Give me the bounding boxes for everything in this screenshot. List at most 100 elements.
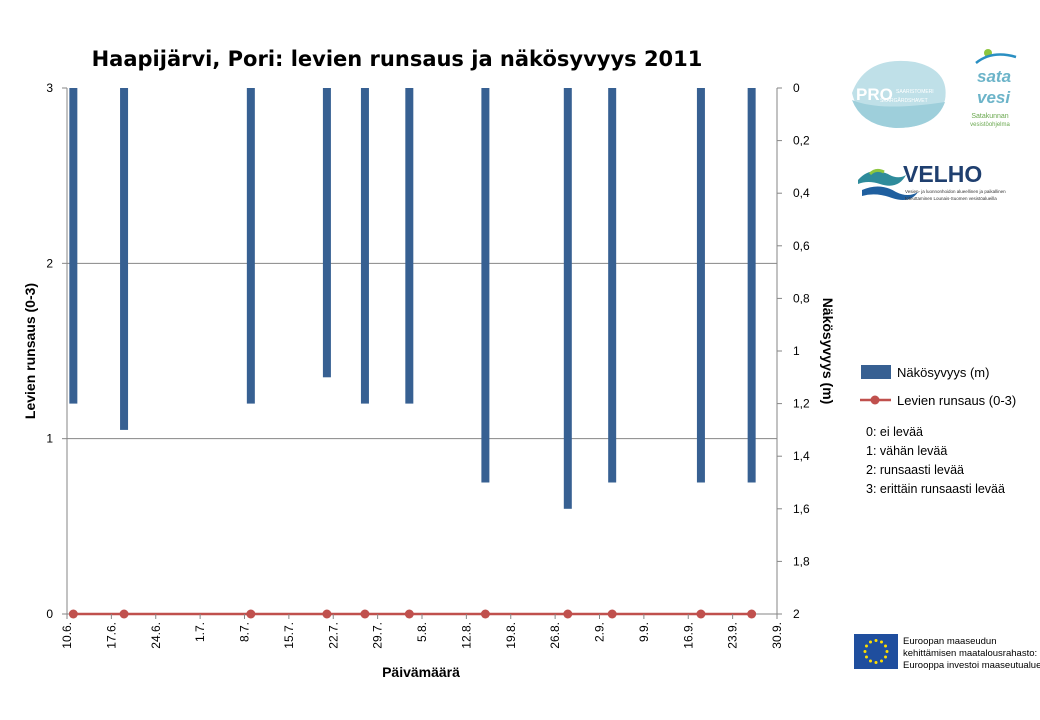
legend-bar-label: Näkösyvyys (m) — [897, 365, 989, 380]
satavesi-line2: vesi — [977, 88, 1011, 107]
x-tick-label: 22.7. — [326, 622, 340, 649]
bar-2 — [246, 88, 255, 404]
line-point-6 — [480, 609, 490, 619]
eu-star — [869, 659, 872, 663]
line-point-2 — [246, 609, 256, 619]
satavesi-line1: sata — [977, 67, 1011, 86]
note-3: 3: erittäin runsaasti levää — [866, 482, 1005, 496]
bar-4 — [360, 88, 369, 404]
bar-9 — [696, 88, 705, 483]
line-point-0 — [68, 609, 78, 619]
bar-5 — [405, 88, 414, 404]
y-right-tick-label: 1 — [793, 344, 800, 358]
velho-logo: VELHO Vesien- ja luonnonhoidon alueellin… — [858, 161, 1006, 201]
eu-star — [884, 644, 888, 648]
x-tick-label: 16.9. — [681, 622, 695, 649]
eu-star — [880, 659, 883, 663]
satavesi-line4: vesistöohjelma — [970, 122, 1010, 128]
line-point-3 — [322, 609, 332, 619]
legend: Näkösyvyys (m) Levien runsaus (0-3) — [860, 365, 1016, 408]
line-point-10 — [747, 609, 757, 619]
legend-line-marker — [870, 395, 880, 405]
y-left-tick-label: 1 — [46, 432, 53, 446]
eu-star — [884, 655, 888, 659]
y-axis-right-title: Näkösyvyys (m) — [820, 298, 836, 405]
y-axis-right: 0 0,2 0,4 0,6 0,8 1 1,2 1,4 1,6 1,8 2 — [777, 81, 810, 621]
x-tick-label: 1.7. — [193, 622, 207, 642]
eu-star — [869, 640, 872, 644]
x-axis: 10.6. 17.6. 24.6. 1.7. 8.7. 15.7. 22.7. 29.7. 5.… — [60, 614, 784, 649]
scale-notes: 0: ei levää 1: vähän levää 2: runsaasti … — [866, 425, 1005, 496]
eu-flag-stars — [863, 639, 889, 664]
plot-frame — [66, 88, 778, 615]
bar-1 — [120, 88, 129, 430]
eu-star — [874, 639, 878, 642]
x-tick-label: 10.6. — [60, 622, 74, 649]
x-tick-label: 30.9. — [770, 622, 784, 649]
eu-star — [863, 650, 867, 653]
bar-8 — [608, 88, 617, 483]
eu-fund-logo: Euroopan maaseudun kehittämisen maatalou… — [854, 634, 1040, 671]
y-right-tick-label: 1,6 — [793, 502, 810, 516]
gridlines — [67, 262, 777, 440]
x-tick-label: 9.9. — [637, 622, 651, 642]
y-right-tick-label: 2 — [793, 607, 800, 621]
velho-desc2: toteuttaminen Lounais-Suomen vesistöalue… — [905, 196, 997, 201]
x-tick-label: 23.9. — [726, 622, 740, 649]
bar-series — [69, 88, 756, 509]
y-right-tick-label: 1,2 — [793, 397, 810, 411]
eu-star — [864, 644, 868, 648]
eu-line1: Euroopan maaseudun — [903, 636, 997, 647]
y-left-tick-label: 0 — [46, 607, 53, 621]
satavesi-line3: Satakunnan — [971, 113, 1008, 120]
eu-line3: Eurooppa investoi maaseutualueisiin — [903, 660, 1040, 671]
eu-star — [885, 650, 889, 653]
line-point-9 — [696, 609, 706, 619]
x-tick-label: 26.8. — [548, 622, 562, 649]
pro-logo-text: PRO — [856, 85, 893, 104]
x-axis-title: Päivämäärä — [382, 664, 460, 680]
legend-bar-swatch — [861, 365, 891, 379]
x-tick-label: 2.9. — [593, 622, 607, 642]
y-axis-left-title: Levien runsaus (0-3) — [22, 283, 38, 419]
y-right-tick-label: 0,4 — [793, 186, 810, 200]
x-tick-label: 17.6. — [104, 622, 118, 649]
chart-title: Haapijärvi, Pori: levien runsaus ja näkö… — [92, 47, 703, 71]
bar-0 — [69, 88, 78, 404]
eu-line2: kehittämisen maatalousrahasto: — [903, 648, 1037, 659]
bar-7 — [563, 88, 572, 509]
y-left-tick-label: 3 — [46, 81, 53, 95]
x-tick-label: 19.8. — [504, 622, 518, 649]
velho-name: VELHO — [903, 161, 982, 187]
eu-star — [874, 661, 878, 664]
x-tick-label: 24.6. — [149, 622, 163, 649]
line-point-7 — [563, 609, 573, 619]
y-right-tick-label: 0,2 — [793, 134, 810, 148]
x-tick-label: 5.8. — [415, 622, 429, 642]
bar-6 — [481, 88, 490, 483]
y-right-tick-label: 1,8 — [793, 554, 810, 568]
pro-logo-line1: SAARISTOMERI — [896, 89, 934, 95]
line-point-1 — [119, 609, 129, 619]
eu-star — [864, 655, 868, 659]
x-tick-label: 8.7. — [238, 622, 252, 642]
x-tick-label: 15.7. — [282, 622, 296, 649]
note-1: 1: vähän levää — [866, 444, 947, 458]
y-right-tick-label: 0 — [793, 81, 800, 95]
y-right-tick-label: 1,4 — [793, 449, 810, 463]
bar-10 — [747, 88, 756, 483]
y-left-tick-label: 2 — [46, 256, 53, 270]
bar-3 — [322, 88, 331, 378]
line-point-4 — [360, 609, 370, 619]
eu-star — [880, 640, 883, 644]
y-right-tick-label: 0,6 — [793, 239, 810, 253]
velho-desc1: Vesien- ja luonnonhoidon alueellinen ja … — [905, 189, 1006, 194]
pro-saaristomeri-logo: PRO SAARISTOMERI SKÄRGÅRDSHAVET — [852, 60, 946, 128]
x-tick-label: 29.7. — [371, 622, 385, 649]
legend-line-label: Levien runsaus (0-3) — [897, 393, 1016, 408]
y-right-tick-label: 0,8 — [793, 291, 810, 305]
x-tick-label: 12.8. — [459, 622, 473, 649]
y-axis-left: 0 1 2 3 — [46, 81, 67, 621]
line-point-8 — [607, 609, 617, 619]
